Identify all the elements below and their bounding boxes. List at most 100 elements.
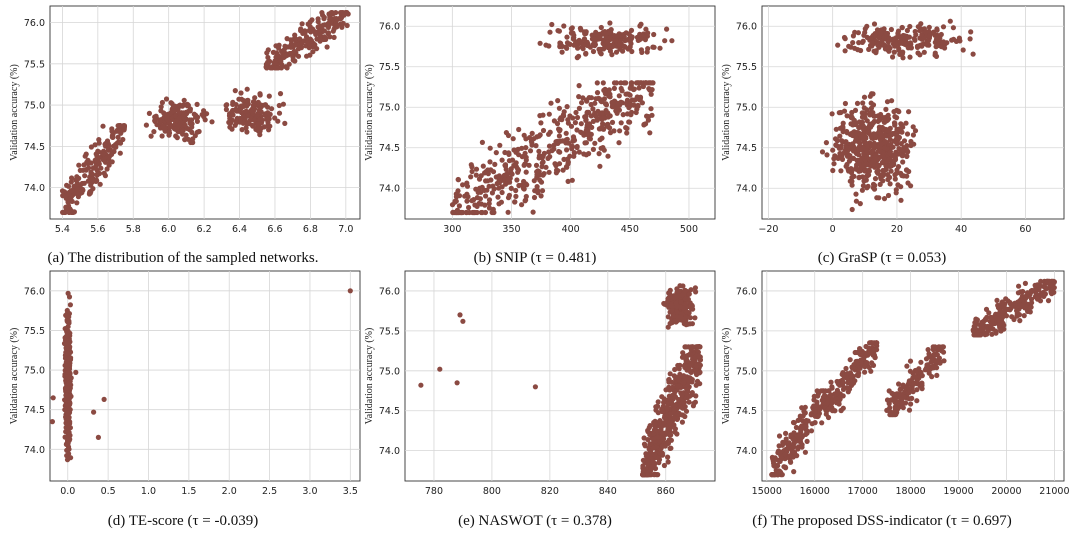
data-point — [860, 100, 866, 106]
data-point — [899, 400, 905, 406]
data-point — [870, 102, 877, 108]
data-point — [547, 129, 553, 135]
data-point — [186, 108, 192, 114]
data-point — [842, 48, 848, 54]
data-point — [487, 159, 493, 165]
data-point — [189, 124, 195, 130]
panel-b: 300 350 400 450 500 74.0 74.5 75.0 75.5 76.0 Valid… — [364, 5, 716, 235]
data-point — [682, 404, 688, 410]
data-point — [331, 34, 337, 41]
data-point — [556, 105, 563, 111]
data-point — [802, 449, 809, 455]
data-point — [321, 14, 327, 20]
data-point — [844, 371, 850, 377]
data-point — [642, 37, 649, 43]
x-tick-label: 0.5 — [101, 486, 116, 497]
data-point — [178, 119, 184, 126]
data-point — [852, 107, 859, 113]
data-point — [304, 34, 310, 41]
data-point — [67, 432, 73, 438]
data-point — [846, 386, 852, 392]
data-point — [697, 357, 703, 363]
data-point — [209, 119, 215, 125]
data-point — [883, 106, 889, 112]
data-point — [674, 431, 680, 437]
data-point — [531, 194, 538, 201]
scatter-points — [49, 288, 353, 463]
data-point — [549, 148, 555, 154]
data-point — [919, 32, 925, 38]
data-point — [563, 130, 569, 136]
data-point — [264, 50, 270, 56]
data-point — [861, 350, 867, 356]
data-point — [244, 121, 250, 127]
data-point — [849, 182, 855, 188]
data-point — [91, 409, 97, 415]
data-point — [75, 190, 81, 196]
data-point — [934, 372, 940, 378]
data-point — [556, 161, 563, 167]
data-point — [804, 438, 810, 444]
data-point — [607, 130, 614, 136]
data-point — [299, 40, 305, 46]
data-point — [890, 130, 896, 137]
data-point — [506, 192, 512, 198]
data-point — [907, 358, 914, 364]
data-point — [833, 126, 839, 132]
data-point — [278, 65, 284, 71]
y-tick-label: 74.5 — [736, 143, 757, 154]
data-point — [656, 460, 662, 466]
scatter-points — [819, 18, 976, 213]
data-point — [92, 142, 98, 148]
data-point — [645, 461, 651, 468]
data-point — [840, 386, 847, 392]
data-point — [454, 380, 460, 386]
data-point — [683, 309, 690, 315]
data-point — [152, 118, 158, 124]
data-point — [894, 167, 900, 173]
data-point — [923, 356, 930, 362]
data-point — [650, 44, 656, 50]
data-point — [574, 127, 580, 133]
scatter-points — [59, 10, 351, 215]
data-point — [513, 193, 519, 199]
data-point — [819, 149, 826, 155]
data-point — [569, 177, 575, 183]
data-point — [970, 51, 976, 57]
data-point — [854, 166, 860, 172]
data-point — [582, 114, 588, 120]
data-point — [564, 104, 570, 110]
data-point — [234, 120, 240, 126]
data-point — [95, 434, 101, 440]
data-point — [894, 130, 900, 136]
data-point — [669, 38, 675, 44]
data-point — [995, 302, 1001, 308]
data-point — [974, 332, 980, 338]
data-point — [624, 130, 630, 136]
data-point — [616, 93, 622, 99]
data-point — [65, 410, 71, 416]
data-point — [502, 162, 508, 168]
data-point — [627, 37, 633, 43]
data-point — [347, 288, 353, 294]
data-point — [480, 163, 486, 169]
data-point — [249, 122, 255, 128]
data-point — [577, 25, 584, 31]
data-point — [850, 155, 857, 161]
data-point — [107, 159, 113, 165]
data-point — [333, 16, 340, 22]
data-point — [936, 35, 942, 41]
data-point — [65, 369, 71, 375]
data-point — [682, 364, 688, 371]
data-point — [638, 21, 644, 27]
y-axis-label: Validation accuracy (%) — [364, 64, 375, 161]
data-point — [657, 450, 663, 456]
data-point — [1028, 304, 1034, 310]
data-point — [662, 38, 668, 44]
data-point — [891, 152, 897, 158]
data-point — [272, 65, 278, 71]
data-point — [295, 42, 301, 48]
data-point — [696, 370, 702, 376]
data-point — [523, 169, 529, 175]
data-point — [659, 406, 665, 412]
